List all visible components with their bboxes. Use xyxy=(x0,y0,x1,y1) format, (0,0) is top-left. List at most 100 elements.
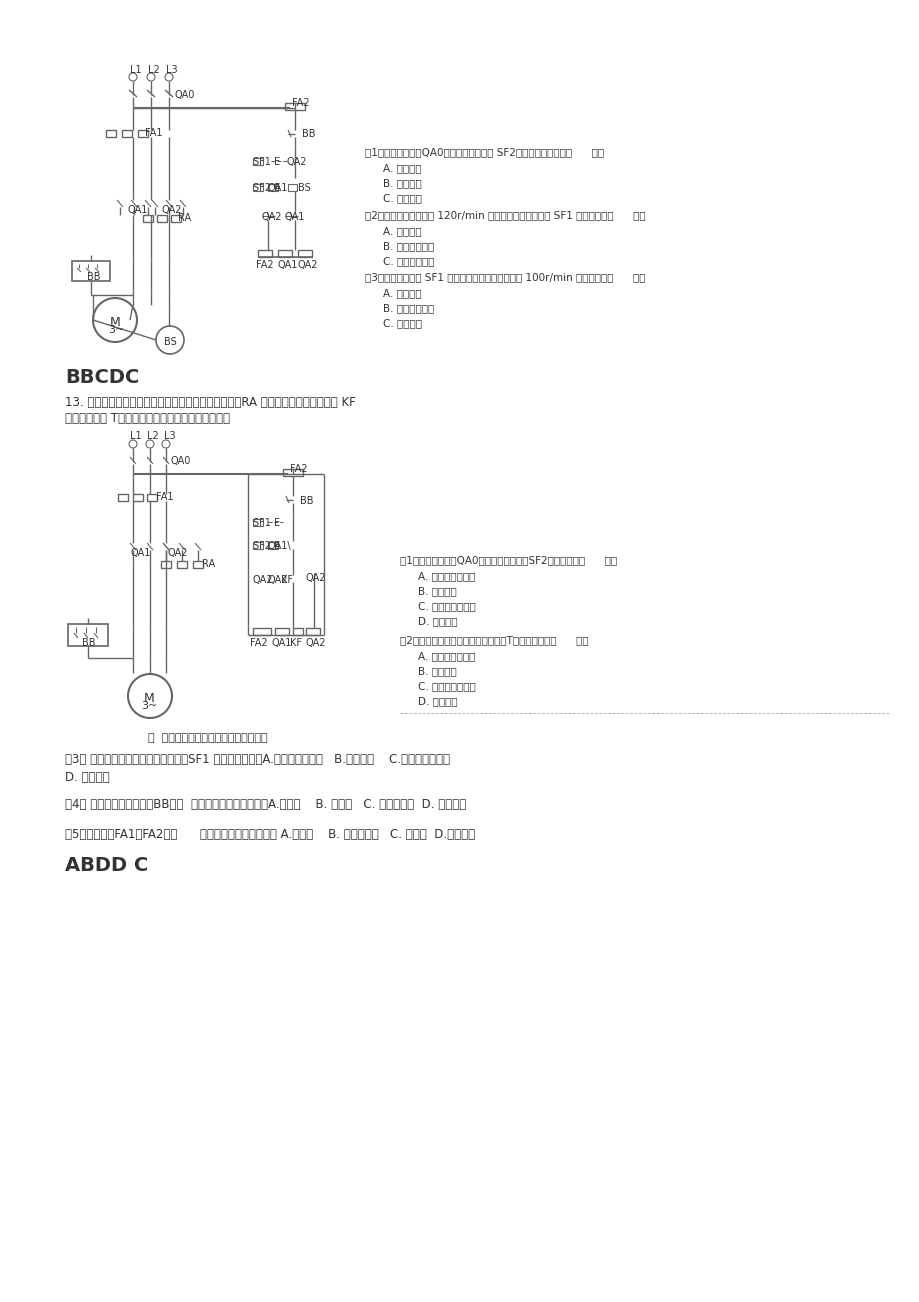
Text: B. 反接制动运行: B. 反接制动运行 xyxy=(382,241,434,251)
Text: QA2: QA2 xyxy=(306,573,326,583)
Circle shape xyxy=(128,674,172,717)
Text: BB: BB xyxy=(300,496,313,506)
Text: 3~: 3~ xyxy=(108,326,124,335)
Bar xyxy=(298,250,312,256)
Bar xyxy=(267,184,278,191)
Circle shape xyxy=(162,440,170,448)
Text: D. 停止运行: D. 停止运行 xyxy=(417,697,457,706)
Text: 图  三相异步电动串电阻自动控制线路图: 图 三相异步电动串电阻自动控制线路图 xyxy=(148,733,267,743)
Circle shape xyxy=(129,73,137,81)
Text: SF1 E: SF1 E xyxy=(253,158,279,167)
Text: BBCDC: BBCDC xyxy=(65,368,139,387)
Text: QA2: QA2 xyxy=(287,158,307,167)
Circle shape xyxy=(165,73,173,81)
Bar xyxy=(253,158,263,165)
Text: QA1\: QA1\ xyxy=(267,542,291,551)
Text: C. 无效启动: C. 无效启动 xyxy=(382,193,422,203)
Bar xyxy=(122,130,131,137)
Text: FA2: FA2 xyxy=(291,98,310,108)
Text: QA0: QA0 xyxy=(171,456,191,466)
Text: QA1: QA1 xyxy=(278,260,298,270)
Bar xyxy=(253,542,263,549)
Text: （5）电气图形FA1和FA2是（      ），用于实现短路保护。 A.指示灯    B. 接触器线圈   C. 燕断器  D.热继电器: （5）电气图形FA1和FA2是（ ），用于实现短路保护。 A.指示灯 B. 接触… xyxy=(65,828,474,841)
Text: ABDD C: ABDD C xyxy=(65,855,148,875)
Bar xyxy=(138,130,148,137)
Text: KF: KF xyxy=(280,575,292,585)
Text: BS: BS xyxy=(164,337,176,348)
Text: QA1: QA1 xyxy=(272,638,292,648)
Text: QA1: QA1 xyxy=(267,184,288,193)
Text: （3）按下复合按鈕 SF1 后，当电动机转速降至低于 100r/min 时，电动机（      ）。: （3）按下复合按鈕 SF1 后，当电动机转速降至低于 100r/min 时，电动… xyxy=(365,272,645,283)
Text: QA2: QA2 xyxy=(306,638,326,648)
Bar xyxy=(288,184,297,191)
Bar xyxy=(283,469,302,477)
Text: RA: RA xyxy=(177,214,191,223)
Bar xyxy=(193,561,203,568)
Text: QA2: QA2 xyxy=(267,575,289,585)
Bar xyxy=(171,215,181,223)
Text: FA2: FA2 xyxy=(250,638,267,648)
Bar xyxy=(285,103,305,109)
Text: （1）合上电力开关QA0后，按下启动按鈕SF2，电动机为（      ）。: （1）合上电力开关QA0后，按下启动按鈕SF2，电动机为（ ）。 xyxy=(400,555,617,565)
Bar xyxy=(267,542,278,549)
Text: QA2: QA2 xyxy=(168,548,188,559)
Text: QA2: QA2 xyxy=(262,212,282,223)
Bar xyxy=(161,561,171,568)
Bar xyxy=(106,130,116,137)
Text: C. 自然停车: C. 自然停车 xyxy=(382,318,422,328)
Text: 3~: 3~ xyxy=(141,700,157,711)
Text: B. 全压运行: B. 全压运行 xyxy=(417,667,456,676)
Text: FA2: FA2 xyxy=(289,464,307,474)
Text: M: M xyxy=(110,316,120,329)
Text: （1）合上电力开关QA0后，按下启动按鈕 SF2，电动机可以实现（      ）。: （1）合上电力开关QA0后，按下启动按鈕 SF2，电动机可以实现（ ）。 xyxy=(365,147,604,158)
Bar xyxy=(176,561,187,568)
Text: QA2: QA2 xyxy=(253,575,273,585)
Text: A. 全徹运行: A. 全徹运行 xyxy=(382,288,421,298)
Text: FA2: FA2 xyxy=(255,260,273,270)
Circle shape xyxy=(93,298,137,342)
Text: FA1: FA1 xyxy=(156,492,174,503)
Text: BS: BS xyxy=(298,184,311,193)
Text: QA0: QA0 xyxy=(175,90,195,100)
Text: （3） 电机正常运行后，按下停止按鈕SF1 后，电动机为（A.串电阻降压运行   B.全压运行    C.串电阻全压运行: （3） 电机正常运行后，按下停止按鈕SF1 后，电动机为（A.串电阻降压运行 B… xyxy=(65,753,449,766)
Text: A. 串电阻降压启动: A. 串电阻降压启动 xyxy=(417,572,475,581)
Text: A. 点动运行: A. 点动运行 xyxy=(382,163,421,173)
Bar xyxy=(292,628,302,635)
Bar xyxy=(118,493,128,501)
Text: 13. 三相异步电动机串电阻自动控制线路如下图所示，RA 为反接电阻，时间继电器 KF: 13. 三相异步电动机串电阻自动控制线路如下图所示，RA 为反接电阻，时间继电器… xyxy=(65,396,356,409)
Text: L3: L3 xyxy=(165,65,177,76)
Text: A. 串电阻降压运行: A. 串电阻降压运行 xyxy=(417,651,475,661)
Text: M: M xyxy=(144,691,154,704)
Text: QA1: QA1 xyxy=(285,212,305,223)
Circle shape xyxy=(156,326,184,354)
Bar xyxy=(275,628,289,635)
Text: B. 全压启动: B. 全压启动 xyxy=(417,586,456,596)
Text: SF2 E: SF2 E xyxy=(253,542,280,551)
Bar xyxy=(253,519,263,526)
Bar xyxy=(72,260,110,281)
Text: QA1: QA1 xyxy=(128,204,148,215)
Text: BB: BB xyxy=(301,129,315,139)
Bar xyxy=(306,628,320,635)
Bar xyxy=(253,628,271,635)
Bar xyxy=(157,215,167,223)
Bar xyxy=(253,184,263,191)
Bar xyxy=(147,493,157,501)
Text: D. 停止运行: D. 停止运行 xyxy=(65,771,109,784)
Text: L3: L3 xyxy=(164,431,176,441)
Circle shape xyxy=(146,440,153,448)
Text: 的延时时间为 T，请仔细阅读下图，完成以下小题：: 的延时时间为 T，请仔细阅读下图，完成以下小题： xyxy=(65,411,230,424)
Text: KF: KF xyxy=(289,638,301,648)
Text: QA2: QA2 xyxy=(298,260,318,270)
Text: C. 串电阻全压运行: C. 串电阻全压运行 xyxy=(417,681,475,691)
Text: BB: BB xyxy=(82,638,96,648)
Text: QA1: QA1 xyxy=(130,548,152,559)
Circle shape xyxy=(147,73,154,81)
Text: QA2: QA2 xyxy=(162,204,182,215)
Text: A. 全徹运行: A. 全徹运行 xyxy=(382,227,421,236)
Text: RA: RA xyxy=(202,559,215,569)
Bar xyxy=(142,215,153,223)
Text: L2: L2 xyxy=(148,65,160,76)
Bar xyxy=(257,250,272,256)
Text: C. 立即停止运行: C. 立即停止运行 xyxy=(382,256,434,266)
